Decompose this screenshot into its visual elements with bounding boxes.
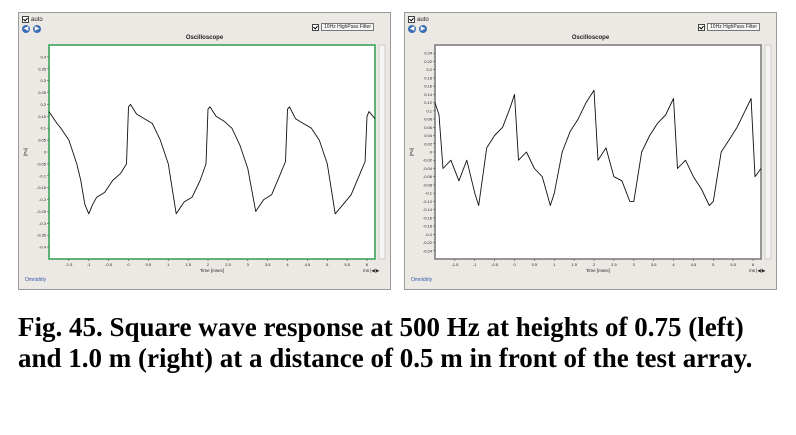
y-tick-label: 0.14 bbox=[424, 92, 433, 97]
x-tick-label: 5.5 bbox=[730, 262, 736, 267]
ms-unit-control: ms |◀|▶ bbox=[363, 268, 380, 273]
x-tick-label: 3 bbox=[247, 262, 250, 267]
y-axis-label: [Pa] bbox=[409, 148, 414, 156]
y-tick-label: -0.2 bbox=[39, 197, 47, 202]
x-axis-label: Time [msec] bbox=[586, 268, 610, 273]
vertical-scrollbar bbox=[379, 45, 385, 259]
x-tick-label: -0.5 bbox=[105, 262, 113, 267]
y-tick-label: 0.15 bbox=[38, 114, 47, 119]
y-tick-label: 0.02 bbox=[424, 141, 433, 146]
y-tick-label: 0.16 bbox=[424, 84, 433, 89]
figure-caption: Fig. 45. Square wave response at 500 Hz … bbox=[18, 312, 788, 374]
x-tick-label: 0 bbox=[513, 262, 516, 267]
y-tick-label: -0.22 bbox=[423, 240, 433, 245]
x-tick-label: 0.5 bbox=[146, 262, 152, 267]
y-tick-label: -0.12 bbox=[423, 199, 433, 204]
x-tick-label: 1.5 bbox=[571, 262, 577, 267]
y-tick-label: -0.04 bbox=[423, 166, 433, 171]
x-tick-label: 4.5 bbox=[691, 262, 697, 267]
y-tick-label: -0.1 bbox=[39, 173, 47, 178]
x-tick-label: -1 bbox=[87, 262, 91, 267]
x-tick-label: 2 bbox=[207, 262, 210, 267]
x-tick-label: 6 bbox=[366, 262, 369, 267]
y-tick-label: -0.4 bbox=[39, 245, 47, 250]
x-tick-label: -1.5 bbox=[65, 262, 73, 267]
y-tick-label: 0.04 bbox=[424, 133, 433, 138]
y-tick-label: -0.06 bbox=[423, 174, 433, 179]
y-tick-label: -0.14 bbox=[423, 207, 433, 212]
y-tick-label: 0.1 bbox=[426, 108, 432, 113]
oscilloscope-panel-left: auto ◀ ▶ Oscilloscope 10Hz HighPass Filt… bbox=[18, 12, 391, 290]
y-tick-label: -0.15 bbox=[37, 185, 47, 190]
y-tick-label: 0 bbox=[44, 150, 47, 155]
oscilloscope-plot: 0.24 0.22 0.2 0.18 0.16 0.14 0.12 0.1 0.08 0.06 0.… bbox=[405, 13, 776, 289]
y-axis-label: [Pa] bbox=[23, 148, 28, 156]
y-tick-label: 0.3 bbox=[40, 78, 46, 83]
vertical-scrollbar bbox=[765, 45, 771, 259]
plot-area bbox=[49, 45, 375, 259]
x-tick-label: -1 bbox=[473, 262, 477, 267]
x-tick-label: 3.5 bbox=[265, 262, 271, 267]
y-tick-label: 0.25 bbox=[38, 90, 47, 95]
y-tick-label: 0 bbox=[430, 150, 433, 155]
x-axis-label: Time [msec] bbox=[200, 268, 224, 273]
y-tick-label: -0.16 bbox=[423, 215, 433, 220]
y-tick-label: 0.05 bbox=[38, 138, 47, 143]
y-tick-label: 0.4 bbox=[40, 54, 46, 59]
x-tick-label: 2 bbox=[593, 262, 596, 267]
x-tick-label: -0.5 bbox=[491, 262, 499, 267]
plot-area bbox=[435, 45, 761, 259]
x-tick-label: 5.5 bbox=[344, 262, 350, 267]
y-tick-label: 0.22 bbox=[424, 59, 433, 64]
x-tick-label: 3.5 bbox=[651, 262, 657, 267]
oscilloscope-panel-right: auto ◀ ▶ Oscilloscope 10Hz HighPass Filt… bbox=[404, 12, 777, 290]
y-tick-label: -0.1 bbox=[425, 191, 433, 196]
x-tick-label: 5 bbox=[326, 262, 329, 267]
y-tick-label: 0.2 bbox=[426, 67, 432, 72]
y-tick-label: 0.08 bbox=[424, 117, 433, 122]
x-tick-label: 1 bbox=[167, 262, 170, 267]
y-tick-label: -0.25 bbox=[37, 209, 47, 214]
y-tick-label: -0.24 bbox=[423, 248, 433, 253]
x-tick-label: 4 bbox=[286, 262, 289, 267]
y-tick-label: 0.35 bbox=[38, 66, 47, 71]
y-tick-label: 0.24 bbox=[424, 51, 433, 56]
y-tick-label: 0.12 bbox=[424, 100, 433, 105]
x-tick-label: -1.5 bbox=[451, 262, 459, 267]
omnidirectional-link[interactable]: Omnidirly bbox=[25, 277, 46, 283]
x-tick-label: 5 bbox=[712, 262, 715, 267]
y-tick-label: 0.18 bbox=[424, 75, 433, 80]
x-tick-label: 0.5 bbox=[532, 262, 538, 267]
y-tick-label: -0.3 bbox=[39, 221, 47, 226]
x-tick-label: 4.5 bbox=[305, 262, 311, 267]
omnidirectional-link[interactable]: Omnidirly bbox=[411, 277, 432, 283]
x-tick-label: 2.5 bbox=[225, 262, 231, 267]
oscilloscope-plot: 0.4 0.35 0.3 0.25 0.2 0.15 0.1 0.05 0 -0.05 -0.1 -0… bbox=[19, 13, 390, 289]
y-tick-label: -0.18 bbox=[423, 224, 433, 229]
ms-unit-control: ms |◀|▶ bbox=[749, 268, 766, 273]
x-tick-label: 0 bbox=[127, 262, 130, 267]
y-tick-label: 0.1 bbox=[40, 126, 46, 131]
x-tick-label: 6 bbox=[752, 262, 755, 267]
y-tick-label: -0.2 bbox=[425, 232, 433, 237]
x-tick-label: 2.5 bbox=[611, 262, 617, 267]
y-tick-label: 0.2 bbox=[40, 102, 46, 107]
y-tick-label: -0.05 bbox=[37, 161, 47, 166]
x-tick-label: 1.5 bbox=[185, 262, 191, 267]
x-tick-label: 1 bbox=[553, 262, 556, 267]
y-tick-label: 0.06 bbox=[424, 125, 433, 130]
y-tick-label: -0.08 bbox=[423, 182, 433, 187]
x-tick-label: 3 bbox=[633, 262, 636, 267]
y-tick-label: -0.02 bbox=[423, 158, 433, 163]
x-tick-label: 4 bbox=[672, 262, 675, 267]
y-tick-label: -0.35 bbox=[37, 233, 47, 238]
